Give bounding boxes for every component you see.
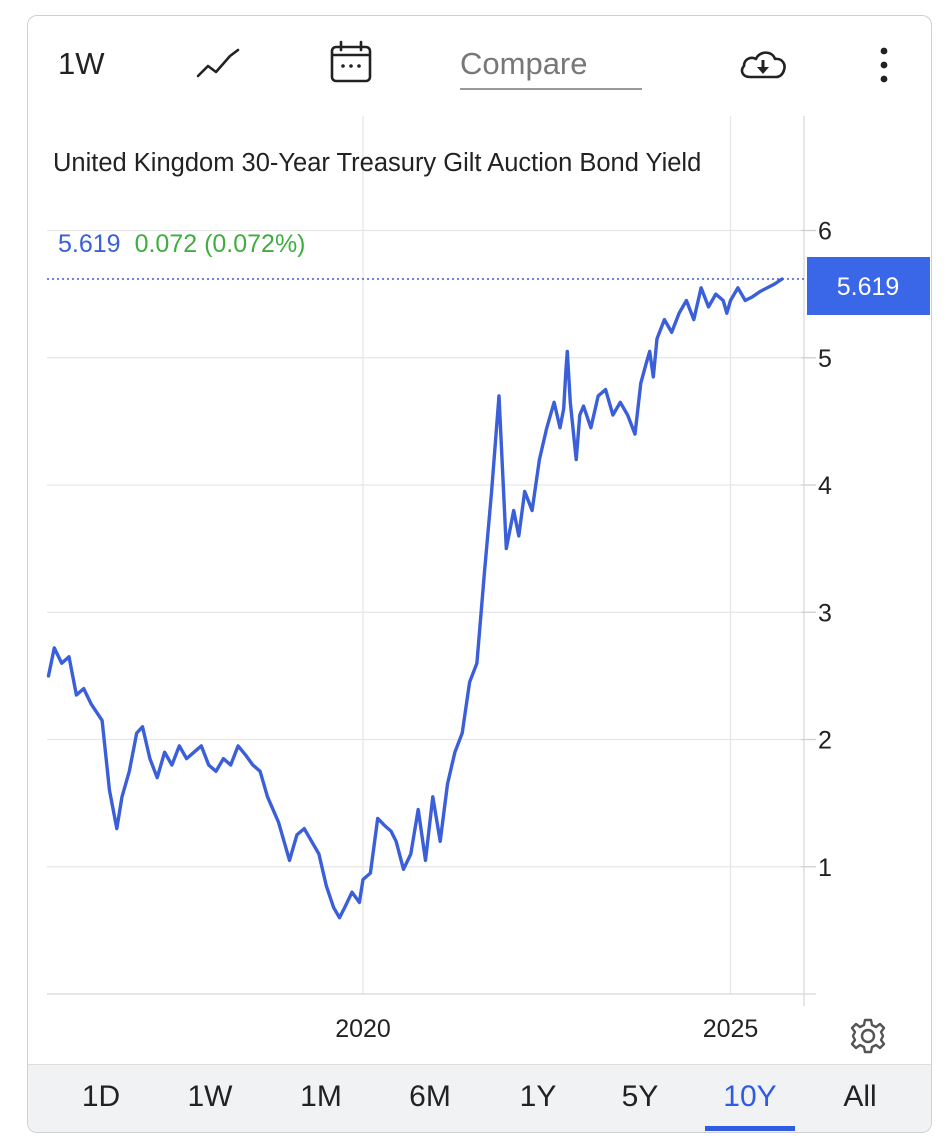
cloud-download-icon[interactable] [736, 44, 790, 84]
change-value: 0.072 (0.072%) [134, 230, 306, 258]
period-label: All [843, 1080, 877, 1113]
period-1w[interactable]: 1W [165, 1065, 255, 1129]
period-1m[interactable]: 1M [276, 1065, 366, 1129]
compare-input[interactable]: Compare [460, 40, 642, 90]
last-value-badge-label: 5.619 [837, 273, 900, 301]
y-tick-label: 4 [818, 472, 832, 500]
y-tick-label: 1 [818, 854, 832, 882]
more-vertical-icon[interactable] [866, 42, 902, 88]
y-tick-label: 6 [818, 218, 832, 246]
period-label: 6M [409, 1080, 451, 1113]
interval-selector[interactable]: 1W [58, 46, 105, 81]
period-1y[interactable]: 1Y [493, 1065, 583, 1129]
period-label: 1M [300, 1080, 342, 1113]
series-line [46, 277, 784, 920]
period-active-indicator [705, 1126, 795, 1131]
chart-title: United Kingdom 30-Year Treasury Gilt Auc… [53, 149, 702, 177]
chart-toolbar: 1W Compare [28, 16, 931, 111]
last-value: 5.619 [58, 230, 121, 258]
period-label: 5Y [621, 1080, 659, 1113]
y-tick-label: 5 [818, 345, 832, 373]
last-value-badge [807, 257, 930, 316]
chart-widget: 1W Compare 1 2 3 4 5 6 2020 2025 5.619 Un [27, 15, 932, 1133]
period-selector: 1D 1W 1M 6M 1Y 5Y 10Y All [28, 1064, 931, 1132]
gear-icon[interactable] [848, 1016, 888, 1056]
period-label: 1Y [519, 1080, 557, 1113]
period-6m[interactable]: 6M [385, 1065, 475, 1129]
line-chart-icon[interactable] [194, 44, 242, 84]
y-tick-label: 2 [818, 727, 832, 755]
period-label: 1D [81, 1080, 121, 1113]
period-1d[interactable]: 1D [56, 1065, 146, 1129]
y-tick-label: 3 [818, 599, 832, 627]
calendar-icon[interactable] [328, 38, 374, 86]
x-tick-label: 2025 [703, 1015, 759, 1043]
period-label: 1W [187, 1080, 233, 1113]
x-tick-label: 2020 [335, 1015, 391, 1043]
period-5y[interactable]: 5Y [595, 1065, 685, 1129]
period-all[interactable]: All [815, 1065, 905, 1129]
quote-summary: 5.619 0.072 (0.072%) [58, 230, 306, 259]
period-label: 10Y [723, 1080, 777, 1113]
period-10y[interactable]: 10Y [705, 1065, 795, 1131]
line-chart: 1 2 3 4 5 6 2020 2025 5.619 [46, 116, 930, 1043]
